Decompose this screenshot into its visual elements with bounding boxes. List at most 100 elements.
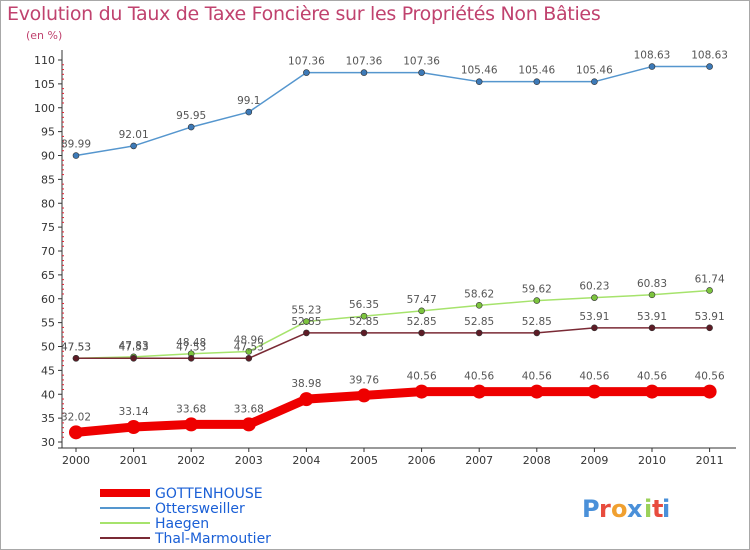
x-tick-label: 2001 (120, 454, 148, 467)
data-point (360, 329, 368, 337)
data-label: 108.63 (634, 50, 671, 62)
data-point (702, 384, 717, 399)
data-point (648, 324, 656, 332)
data-label: 40.56 (407, 371, 437, 383)
data-label: 39.76 (349, 374, 379, 386)
data-point (72, 152, 80, 159)
data-label: 108.63 (691, 50, 728, 62)
data-point (533, 78, 541, 85)
data-point (418, 307, 425, 315)
y-tick-label: 35 (41, 412, 55, 425)
brand-logo-letter: t (652, 495, 663, 523)
data-point (69, 425, 83, 440)
series-line-thal-marmoutier (75, 327, 711, 360)
data-label: 60.23 (579, 281, 609, 293)
data-label: 47.53 (119, 341, 149, 353)
legend-label: Thal-Marmoutier (154, 531, 271, 547)
y-tick-label: 100 (34, 102, 55, 115)
data-label: 52.85 (522, 316, 552, 328)
x-tick-label: 2008 (523, 454, 551, 467)
data-point (72, 354, 80, 362)
data-point (475, 78, 483, 85)
series-line-gottenhouse (71, 387, 715, 437)
y-tick-label: 70 (41, 245, 55, 258)
brand-logo-letter: i (644, 495, 652, 523)
x-tick-label: 2010 (638, 454, 666, 467)
data-point (303, 318, 310, 325)
data-label: 33.14 (119, 406, 149, 418)
data-label: 40.56 (695, 371, 725, 383)
data-label: 57.47 (407, 294, 437, 306)
y-tick-label: 45 (41, 364, 55, 377)
data-label: 47.53 (61, 341, 91, 353)
series-line-haegen (75, 289, 711, 360)
data-point (241, 417, 256, 432)
data-point (648, 291, 656, 299)
data-point (360, 69, 368, 76)
data-label: 48.96 (234, 334, 264, 346)
y-tick-label: 65 (41, 269, 55, 282)
y-tick-label: 75 (41, 221, 55, 234)
data-point (360, 312, 368, 320)
data-point (648, 63, 656, 70)
data-label: 47.53 (61, 341, 91, 353)
data-point (418, 329, 425, 337)
data-label: 60.83 (637, 278, 667, 290)
data-label: 33.68 (234, 403, 264, 415)
legend-label: GOTTENHOUSE (155, 486, 263, 502)
x-tick-label: 2003 (235, 454, 263, 467)
data-label: 53.91 (695, 311, 725, 323)
data-label: 40.56 (464, 371, 494, 383)
data-label: 53.91 (637, 311, 667, 323)
x-tick-label: 2009 (580, 454, 608, 467)
data-point (591, 294, 598, 301)
data-point (706, 287, 713, 294)
data-label: 48.48 (176, 337, 206, 349)
x-tick-label: 2004 (292, 454, 320, 467)
data-label: 47.53 (176, 341, 206, 353)
data-point (245, 348, 253, 355)
data-point (706, 324, 713, 332)
data-point (414, 384, 429, 399)
y-tick-label: 55 (41, 317, 55, 330)
data-label: 95.95 (176, 110, 206, 122)
data-label: 99.1 (237, 95, 260, 107)
data-label: 58.62 (464, 288, 494, 300)
data-label: 32.02 (61, 411, 91, 423)
data-point (299, 392, 314, 407)
data-point (533, 329, 541, 337)
data-point (591, 324, 598, 332)
data-point (245, 354, 253, 362)
data-label: 107.36 (288, 56, 325, 68)
brand-logo-letter: o (611, 495, 628, 523)
data-label: 105.46 (576, 65, 613, 77)
y-tick-label: 105 (34, 78, 55, 91)
data-label: 38.98 (291, 378, 321, 390)
data-label: 61.74 (695, 273, 725, 285)
x-tick-label: 2002 (177, 454, 205, 467)
data-point (303, 69, 310, 76)
legend-label: Haegen (155, 516, 209, 532)
chart-title: Evolution du Taux de Taxe Foncière sur l… (7, 3, 601, 25)
data-point (706, 63, 713, 70)
data-label: 89.99 (61, 139, 91, 151)
data-point (187, 354, 195, 362)
y-tick-label: 90 (41, 150, 55, 163)
data-label: 47.83 (119, 340, 149, 352)
data-point (126, 420, 141, 435)
chart-unit-label: (en %) (26, 29, 63, 42)
y-tick-label: 40 (41, 388, 55, 401)
data-point (130, 142, 137, 150)
data-label: 52.85 (464, 316, 494, 328)
y-tick-label: 30 (41, 436, 55, 449)
data-point (357, 388, 371, 403)
data-label: 40.56 (637, 371, 667, 383)
data-label: 55.23 (291, 305, 321, 317)
data-label: 33.68 (176, 403, 206, 415)
data-point (591, 78, 598, 85)
data-label: 53.91 (579, 311, 609, 323)
x-tick-label: 2007 (465, 454, 493, 467)
data-point (184, 417, 199, 432)
